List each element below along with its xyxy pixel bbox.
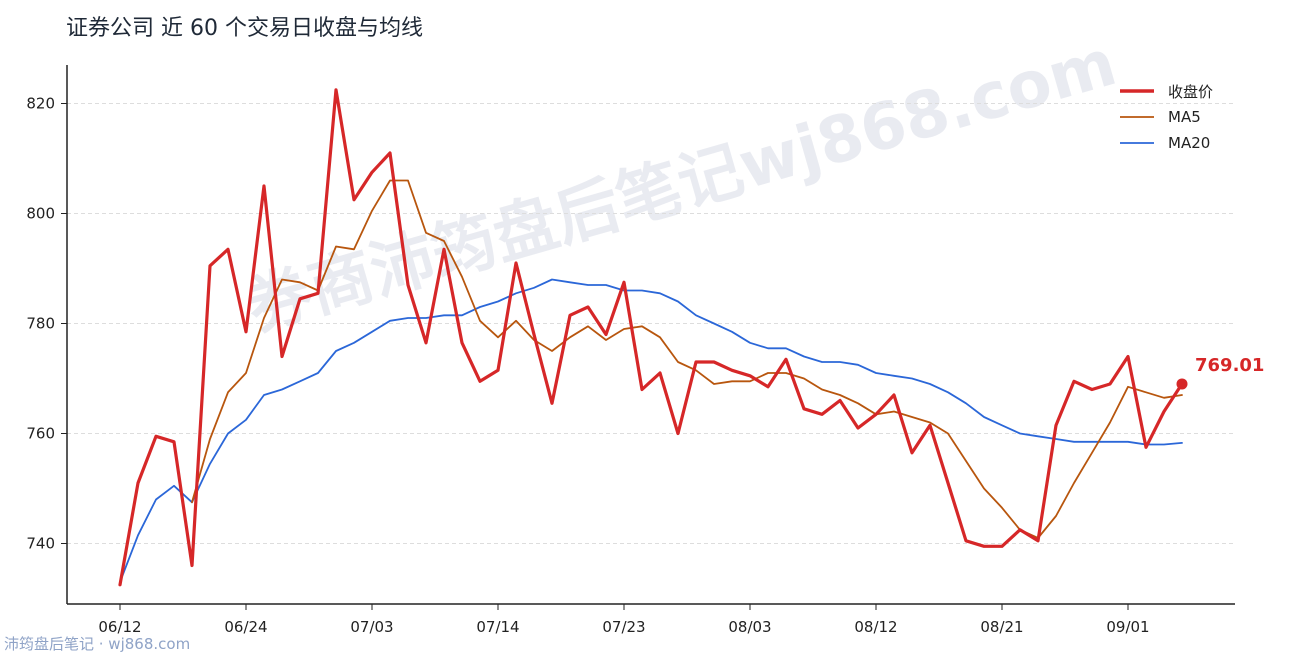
legend-swatch-ma20 (1120, 142, 1154, 144)
x-tick-label: 08/21 (980, 618, 1023, 636)
y-tick-label: 800 (26, 205, 55, 223)
series-ma20-line (119, 278, 1183, 583)
legend-label-close: 收盘价 (1168, 82, 1214, 101)
y-tick-label: 780 (26, 315, 55, 333)
legend-item-ma20: MA20 (1120, 130, 1213, 156)
x-tick-label: 07/23 (602, 618, 645, 636)
watermark-corner: 沛筠盘后笔记 · wj868.com (4, 635, 191, 653)
x-tick-label: 06/12 (98, 618, 141, 636)
legend-swatch-close (1120, 89, 1154, 93)
x-tick-label: 09/01 (1106, 618, 1149, 636)
series-close-line (118, 88, 1184, 587)
legend-label-ma20: MA20 (1168, 134, 1211, 152)
last-value-label: 769.01 (1195, 355, 1264, 376)
x-tick-label: 06/24 (224, 618, 267, 636)
legend-swatch-ma5 (1120, 116, 1154, 118)
legend-label-ma5: MA5 (1168, 108, 1201, 126)
legend-item-ma5: MA5 (1120, 104, 1213, 130)
chart-legend: 收盘价 MA5 MA20 (1120, 78, 1213, 156)
x-tick-label: 08/03 (728, 618, 771, 636)
last-point-marker (1176, 378, 1188, 390)
x-tick-label: 08/12 (854, 618, 897, 636)
y-tick-label: 740 (26, 535, 55, 553)
x-tick-label: 07/03 (350, 618, 393, 636)
series-ma5-line (191, 179, 1183, 539)
y-tick-label: 760 (26, 425, 55, 443)
x-tick-label: 07/14 (476, 618, 519, 636)
legend-item-close: 收盘价 (1120, 78, 1213, 104)
chart-title: 证券公司 近 60 个交易日收盘与均线 (66, 16, 423, 41)
y-tick-label: 820 (26, 95, 55, 113)
